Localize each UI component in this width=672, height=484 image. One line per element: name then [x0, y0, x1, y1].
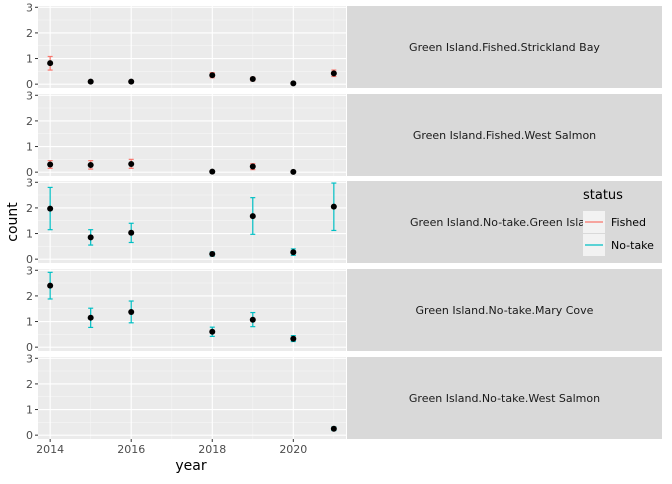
y-tick-label: 1	[26, 404, 33, 417]
panel-background	[38, 94, 346, 176]
legend-label: Fished	[611, 216, 646, 229]
y-axis-title: count	[5, 202, 21, 242]
data-point	[249, 316, 256, 323]
y-tick-label: 1	[26, 228, 33, 241]
legend: status Fished No-take	[583, 188, 654, 256]
y-tick-label: 1	[26, 53, 33, 66]
legend-title: status	[583, 188, 623, 203]
data-point	[209, 251, 216, 258]
data-point	[87, 78, 94, 85]
data-point	[47, 161, 54, 168]
x-axis-title: year	[175, 458, 206, 474]
panels-group: 0 1 2 3 Green Island.Fished.Strickland Bay 0 1…	[26, 1, 662, 456]
data-point	[290, 249, 297, 256]
data-point	[47, 205, 54, 212]
legend-entries: Fished No-take	[583, 211, 654, 256]
x-tick-label: 2014	[36, 443, 64, 456]
legend-label: No-take	[611, 239, 654, 252]
data-point	[209, 328, 216, 335]
data-point	[128, 309, 135, 316]
facet-strip	[347, 269, 662, 351]
data-point	[47, 282, 54, 289]
facet-strip	[347, 94, 662, 176]
panel-2: 0 1 2 3 Green Island.Fished.West Salmon	[26, 89, 662, 179]
y-tick-label: 0	[26, 341, 33, 354]
y-tick-label: 3	[26, 352, 33, 365]
panel-1: 0 1 2 3 Green Island.Fished.Strickland Bay	[26, 1, 662, 91]
y-tick-label: 2	[26, 115, 33, 128]
data-point	[290, 168, 297, 175]
y-tick-label: 2	[26, 27, 33, 40]
data-point	[128, 78, 135, 85]
data-point	[249, 213, 256, 220]
y-tick-label: 3	[26, 89, 33, 102]
y-tick-label: 2	[26, 378, 33, 391]
data-point	[290, 80, 297, 87]
data-point	[87, 314, 94, 321]
legend-entry: Fished	[583, 211, 646, 233]
facet-strip-label: Green Island.Fished.West Salmon	[413, 129, 596, 142]
x-tick-label: 2018	[198, 443, 226, 456]
facet-strip-label: Green Island.No-take.Mary Cove	[416, 304, 594, 317]
data-point	[87, 161, 94, 168]
y-tick-label: 2	[26, 290, 33, 303]
facet-strip	[347, 6, 662, 88]
x-tick-label: 2020	[279, 443, 307, 456]
data-point	[47, 60, 54, 67]
data-point	[249, 76, 256, 83]
facet-strip-label: Green Island.No-take.West Salmon	[409, 392, 600, 405]
facet-strip-label: Green Island.No-take.Green Island	[410, 216, 599, 229]
data-point	[330, 203, 337, 210]
panel-3: 0 1 2 3 Green Island.No-take.Green Island	[26, 176, 662, 266]
y-tick-label: 1	[26, 316, 33, 329]
y-tick-label: 0	[26, 78, 33, 91]
data-point	[249, 163, 256, 170]
y-tick-label: 1	[26, 141, 33, 154]
x-axis: 2014 2016 2018 2020	[36, 439, 307, 456]
y-tick-label: 0	[26, 166, 33, 179]
data-point	[209, 168, 216, 175]
y-tick-label: 3	[26, 264, 33, 277]
panel-5: 0 1 2 3 Green Island.No-take.West Salmon	[26, 352, 662, 442]
facet-strip	[347, 181, 662, 263]
y-tick-label: 0	[26, 429, 33, 442]
data-point	[330, 70, 337, 77]
y-tick-label: 3	[26, 176, 33, 189]
data-point	[128, 160, 135, 167]
panel-background	[38, 181, 346, 263]
x-tick-label: 2016	[117, 443, 145, 456]
y-tick-label: 0	[26, 253, 33, 266]
y-tick-label: 2	[26, 202, 33, 215]
panel-background	[38, 269, 346, 351]
panel-background	[38, 357, 346, 439]
data-point	[290, 335, 297, 342]
facet-strip-label: Green Island.Fished.Strickland Bay	[409, 41, 600, 54]
facet-strip	[347, 357, 662, 439]
panel-4: 0 1 2 3 Green Island.No-take.Mary Cove	[26, 264, 662, 354]
panel-background	[38, 6, 346, 88]
data-point	[330, 425, 337, 432]
legend-entry: No-take	[583, 234, 654, 256]
data-point	[128, 229, 135, 236]
data-point	[209, 72, 216, 79]
data-point	[87, 234, 94, 241]
y-tick-label: 3	[26, 1, 33, 14]
